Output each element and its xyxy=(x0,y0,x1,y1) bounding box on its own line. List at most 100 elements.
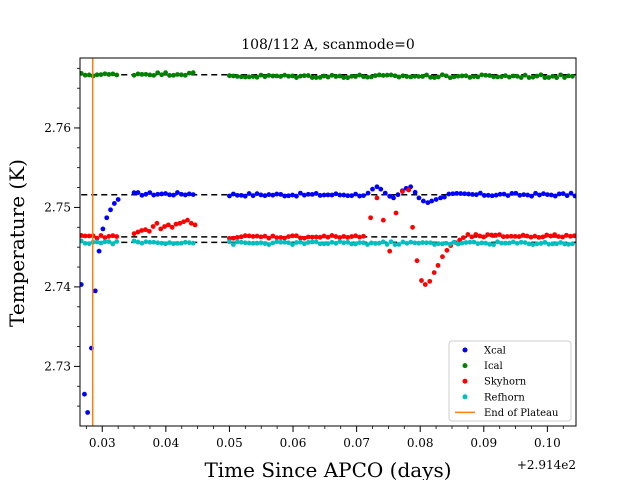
data-point xyxy=(570,73,575,79)
data-point xyxy=(185,217,190,223)
data-point xyxy=(135,239,141,245)
data-point xyxy=(158,226,164,232)
data-point xyxy=(562,241,567,247)
data-point xyxy=(428,74,433,80)
data-point xyxy=(392,242,398,248)
data-point xyxy=(131,72,137,78)
data-point xyxy=(530,242,536,248)
data-point xyxy=(345,234,351,240)
reference-lines xyxy=(81,73,576,244)
data-point xyxy=(406,187,412,193)
data-point xyxy=(503,240,508,246)
data-point xyxy=(513,190,519,196)
data-point xyxy=(139,192,145,198)
data-point xyxy=(432,75,437,81)
data-point xyxy=(506,74,512,80)
data-point xyxy=(393,210,399,216)
data-point xyxy=(374,184,380,190)
data-point xyxy=(477,233,483,239)
data-point xyxy=(100,226,106,232)
data-point xyxy=(475,241,481,247)
data-point xyxy=(408,239,414,245)
data-point xyxy=(167,192,172,198)
data-point xyxy=(524,233,530,239)
data-point xyxy=(404,240,410,246)
data-point xyxy=(466,191,471,197)
data-point xyxy=(429,198,435,204)
data-point xyxy=(298,190,303,196)
data-point xyxy=(317,74,323,80)
data-point xyxy=(548,192,554,198)
data-point xyxy=(483,240,489,246)
data-point xyxy=(329,72,335,78)
data-point xyxy=(333,74,339,79)
data-point xyxy=(254,74,260,80)
data-point xyxy=(290,192,295,198)
data-point xyxy=(309,239,315,245)
data-point xyxy=(568,233,573,239)
data-point xyxy=(254,233,260,239)
data-point xyxy=(110,241,116,247)
data-point xyxy=(102,71,108,77)
legend-item: Refhorn xyxy=(462,392,525,403)
legend-item: End of Plateau xyxy=(455,408,559,419)
data-point xyxy=(82,72,88,78)
data-point xyxy=(396,241,402,247)
data-point xyxy=(568,190,574,196)
data-point xyxy=(80,282,84,287)
data-point xyxy=(274,191,280,197)
data-point xyxy=(317,193,323,198)
axes xyxy=(79,57,577,427)
data-point xyxy=(388,239,394,245)
data-point xyxy=(163,241,168,247)
data-point xyxy=(282,72,288,78)
data-point xyxy=(305,240,311,245)
data-point xyxy=(353,191,358,197)
data-point xyxy=(353,241,358,247)
data-point xyxy=(108,207,113,213)
data-point xyxy=(106,239,112,245)
data-point xyxy=(85,410,91,415)
x-tick-label: 0.08 xyxy=(407,436,434,450)
data-point xyxy=(111,201,117,206)
data-point xyxy=(388,72,394,78)
data-point xyxy=(497,232,502,238)
data-point xyxy=(102,239,108,245)
data-point xyxy=(246,233,252,239)
y-tick-label: 2.73 xyxy=(44,359,71,373)
data-point xyxy=(419,278,424,283)
data-point xyxy=(227,193,232,199)
data-point xyxy=(541,191,546,197)
data-point xyxy=(467,239,473,245)
data-point xyxy=(504,234,510,239)
data-point xyxy=(106,72,112,77)
data-point xyxy=(495,239,500,245)
data-point xyxy=(544,192,550,197)
data-point xyxy=(542,239,548,245)
data-point xyxy=(491,242,496,248)
data-point xyxy=(246,191,252,196)
chart-title: 108/112 A, scanmode=0 xyxy=(241,37,415,53)
data-point xyxy=(169,224,175,230)
data-point xyxy=(425,200,431,206)
x-ticks: 0.03 0.04 0.05 0.06 0.07 0.08 0.09 0.10 xyxy=(85,426,564,450)
data-point xyxy=(546,241,552,247)
data-point xyxy=(147,239,153,245)
data-point xyxy=(290,73,295,79)
data-point xyxy=(564,232,569,238)
data-point xyxy=(361,233,366,239)
data-point xyxy=(309,75,315,80)
x-tick-label: 0.03 xyxy=(89,436,116,450)
data-point xyxy=(384,241,390,247)
data-point xyxy=(266,72,272,78)
data-point xyxy=(337,73,343,79)
data-point xyxy=(92,288,98,294)
data-point xyxy=(309,234,315,240)
data-point xyxy=(517,192,523,198)
data-point xyxy=(115,197,121,202)
data-point xyxy=(230,73,236,79)
data-point xyxy=(337,239,343,245)
data-point xyxy=(143,191,149,197)
data-point xyxy=(560,234,565,240)
